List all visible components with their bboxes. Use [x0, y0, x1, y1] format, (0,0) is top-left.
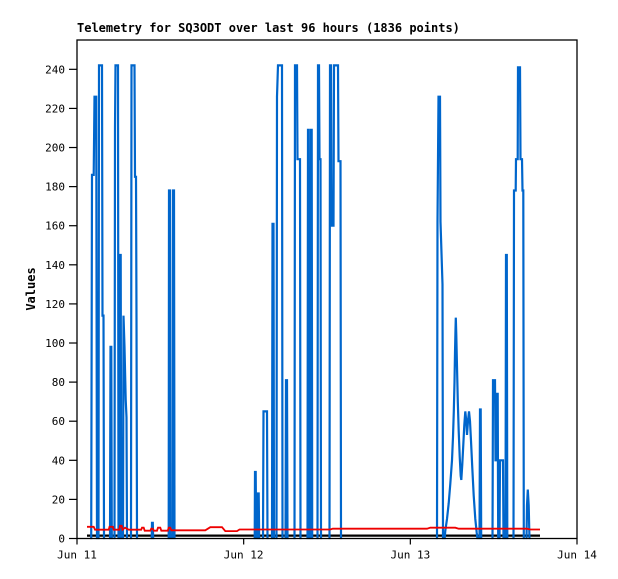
y-tick-label: 160: [45, 220, 65, 233]
y-tick-label: 120: [45, 298, 65, 311]
x-tick-label: Jun 14: [557, 549, 597, 562]
y-tick-label: 60: [52, 415, 65, 428]
y-tick-label: 40: [52, 454, 65, 467]
x-tick-label: Jun 11: [57, 549, 97, 562]
series-channel-blue: [90, 64, 531, 540]
y-tick-label: 0: [58, 533, 65, 546]
series-channel-red: [87, 524, 540, 532]
y-tick-label: 80: [52, 376, 65, 389]
y-tick-label: 100: [45, 337, 65, 350]
chart-title: Telemetry for SQ3ODT over last 96 hours …: [77, 21, 460, 35]
y-tick-label: 140: [45, 259, 65, 272]
y-tick-label: 220: [45, 102, 65, 115]
plot-border: [76, 39, 578, 540]
y-tick-label: 180: [45, 181, 65, 194]
y-tick-label: 200: [45, 142, 65, 155]
x-tick-label: Jun 12: [224, 549, 264, 562]
series-group: [87, 64, 540, 540]
x-tick-label: Jun 13: [390, 549, 430, 562]
y-tick-label: 20: [52, 493, 65, 506]
y-tick-label: 240: [45, 63, 65, 76]
